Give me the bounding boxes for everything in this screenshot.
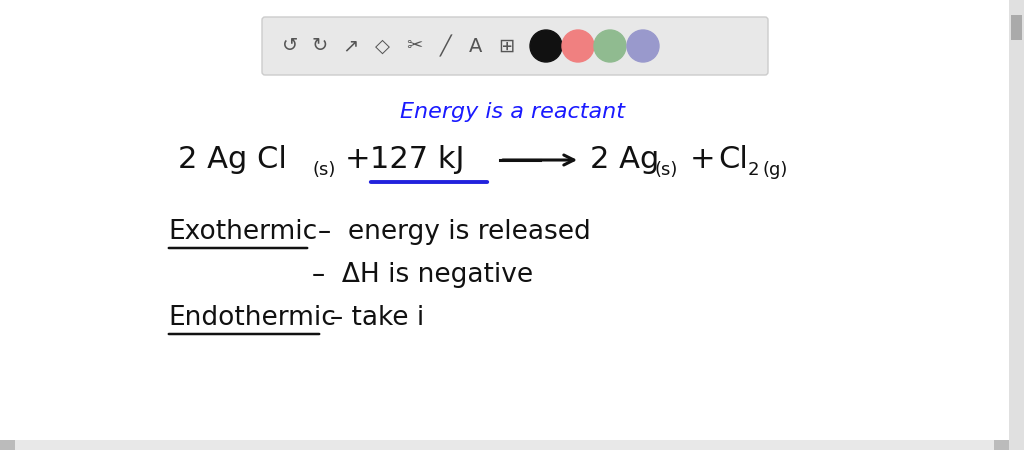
Text: 2 Ag: 2 Ag (590, 145, 659, 175)
Bar (1009, 0, 1024, 450)
Text: (s): (s) (655, 161, 678, 179)
Text: 2 Ag Cl: 2 Ag Cl (178, 145, 287, 175)
Text: ◇: ◇ (375, 36, 389, 55)
Text: Endothermic: Endothermic (168, 305, 336, 331)
Text: –  energy is released: – energy is released (318, 219, 591, 245)
Text: (g): (g) (762, 161, 787, 179)
Bar (1011, 15, 1022, 40)
Text: 2: 2 (748, 161, 760, 179)
Circle shape (530, 30, 562, 62)
Text: +: + (690, 145, 716, 175)
Text: ⊞: ⊞ (498, 36, 514, 55)
Circle shape (562, 30, 594, 62)
FancyBboxPatch shape (262, 17, 768, 75)
Text: (s): (s) (312, 161, 336, 179)
Text: Cl: Cl (718, 145, 748, 175)
Circle shape (594, 30, 626, 62)
Text: ╱: ╱ (440, 35, 452, 57)
Circle shape (627, 30, 659, 62)
Text: Energy is a reactant: Energy is a reactant (399, 102, 625, 122)
Text: ↻: ↻ (312, 36, 328, 55)
Text: A: A (469, 36, 482, 55)
Text: 127 kJ: 127 kJ (370, 145, 465, 175)
Text: +: + (345, 145, 371, 175)
Text: ↺: ↺ (282, 36, 298, 55)
Bar (0, 440, 1009, 450)
Text: – take i: – take i (330, 305, 424, 331)
Text: Exothermic: Exothermic (168, 219, 317, 245)
Bar (994, 440, 1009, 450)
Text: ✂: ✂ (406, 36, 422, 55)
Text: ↗: ↗ (342, 36, 358, 55)
Bar (0, 440, 15, 450)
Text: –  ΔH is negative: – ΔH is negative (312, 262, 534, 288)
